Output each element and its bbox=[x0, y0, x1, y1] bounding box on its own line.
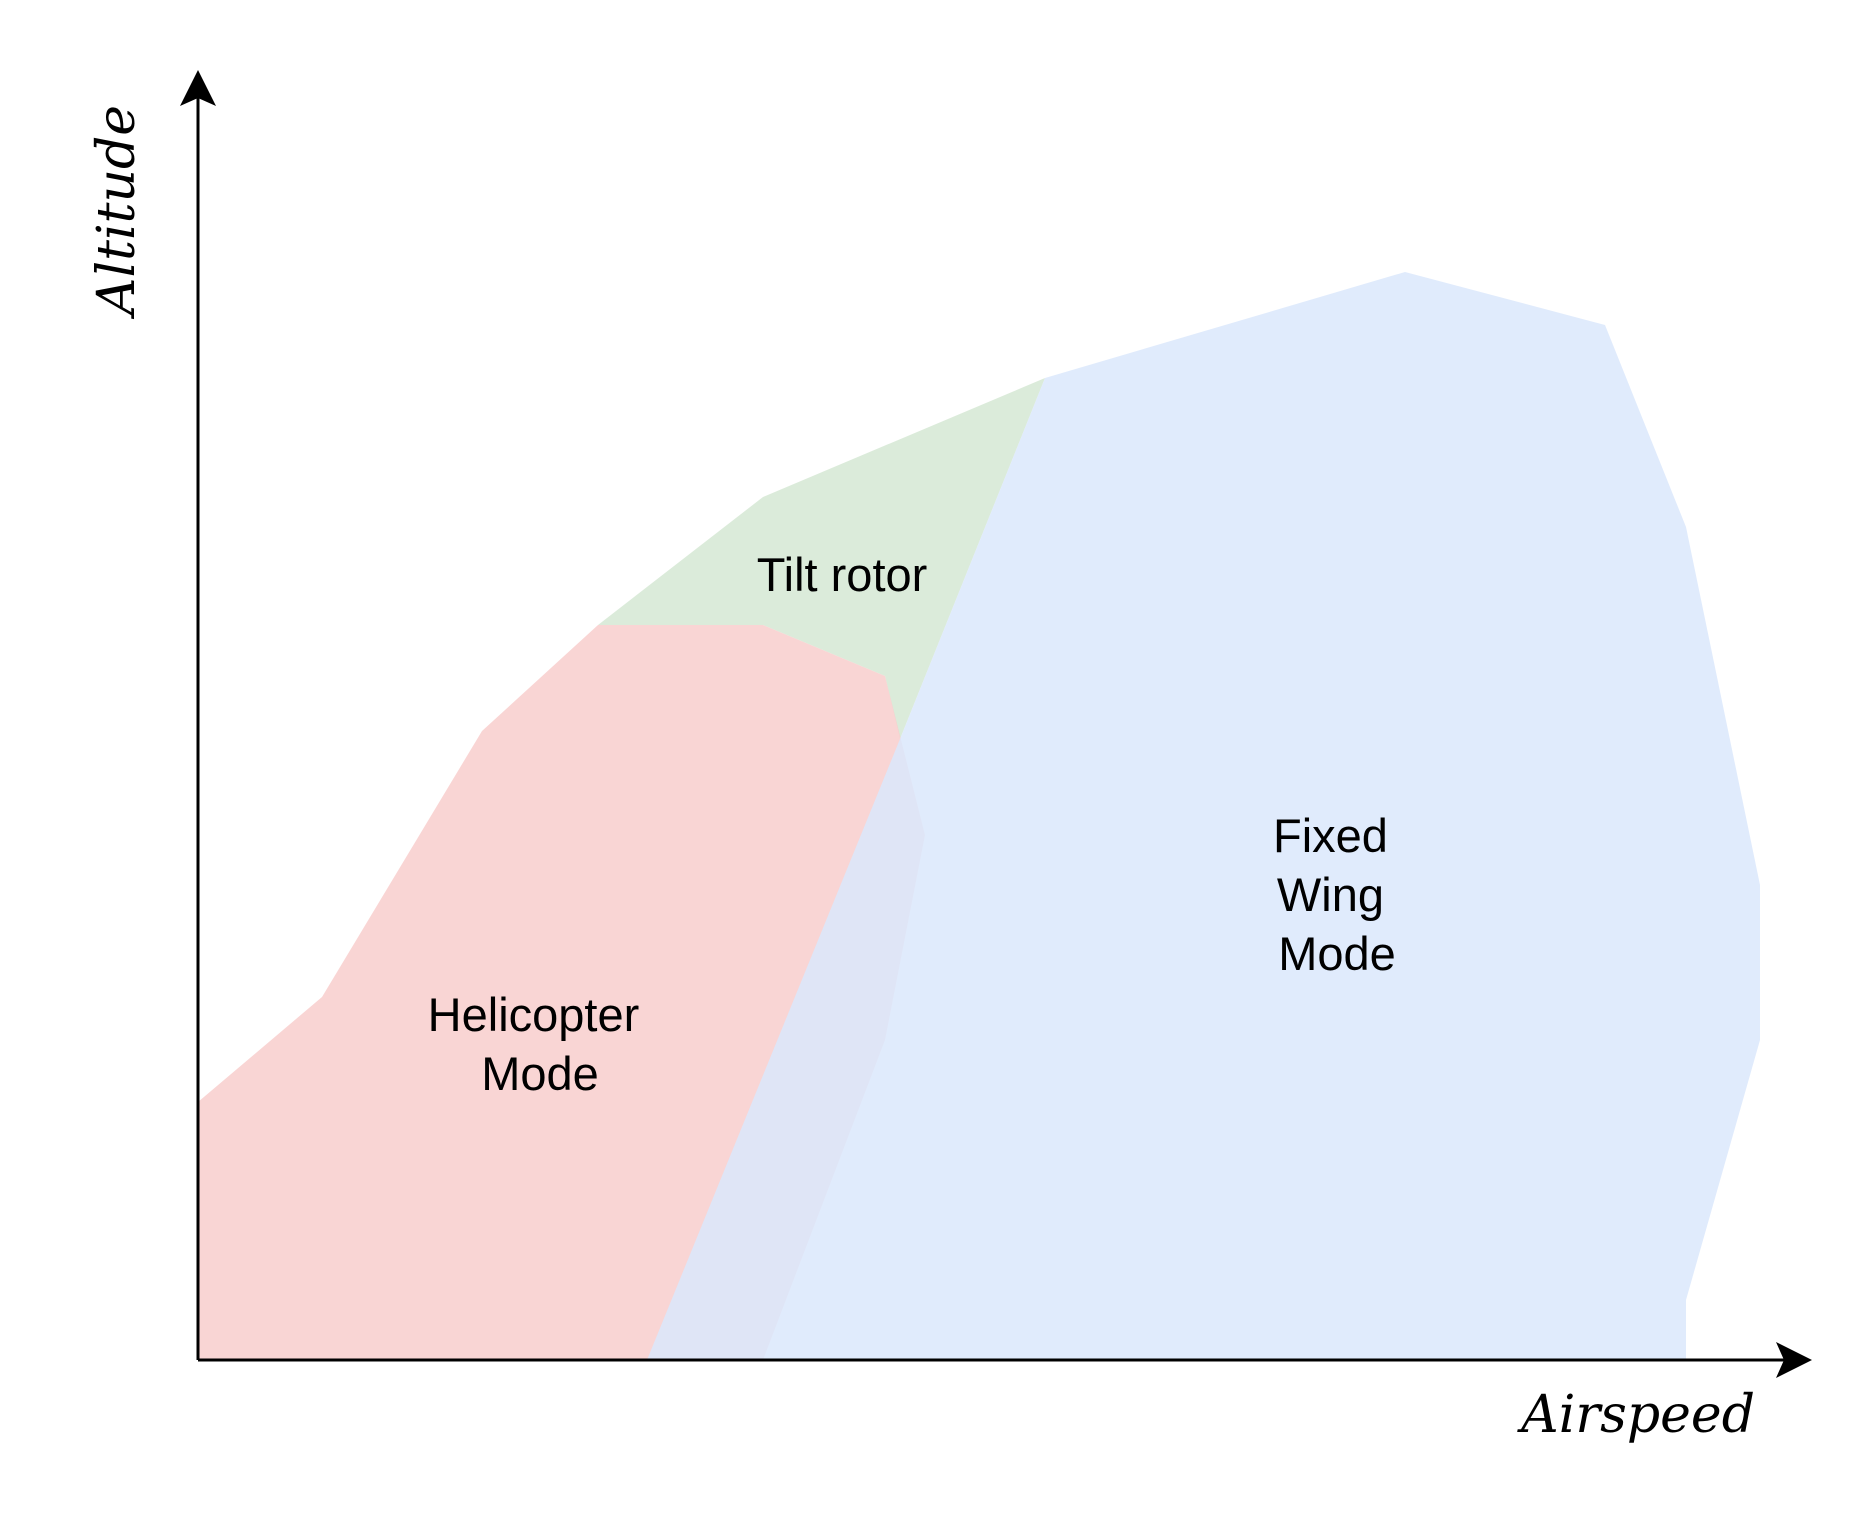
tilt-rotor-label-line: Tilt rotor bbox=[757, 548, 928, 601]
y-axis-label: Altitude bbox=[87, 105, 147, 319]
helicopter-label: Helicopter Mode bbox=[428, 988, 653, 1100]
helicopter-label-line-1: Helicopter bbox=[428, 988, 640, 1041]
x-axis-arrowhead bbox=[1776, 1342, 1812, 1378]
x-axis-label: Airspeed bbox=[1517, 1385, 1755, 1445]
fixed-wing-label: Fixed Wing Mode bbox=[1273, 809, 1401, 980]
y-axis-arrowhead bbox=[180, 70, 216, 106]
tilt-rotor-label: Tilt rotor bbox=[757, 548, 928, 601]
helicopter-label-line-2: Mode bbox=[481, 1047, 599, 1100]
fixed-wing-label-line-1: Fixed bbox=[1273, 809, 1388, 862]
fixed-wing-label-line-2: Wing bbox=[1277, 868, 1384, 921]
fixed-wing-region bbox=[647, 272, 1760, 1360]
axes bbox=[180, 70, 1812, 1378]
tilt-rotor-region bbox=[598, 378, 1045, 739]
fixed-wing-label-line-3: Mode bbox=[1278, 927, 1396, 980]
